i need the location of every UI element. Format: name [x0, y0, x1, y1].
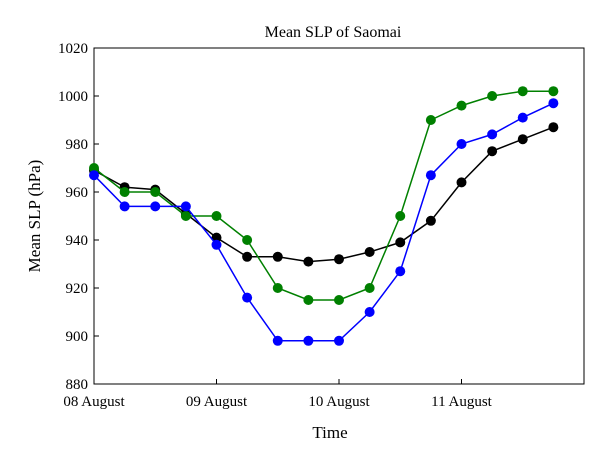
data-point: [517, 134, 528, 145]
data-point: [548, 122, 559, 133]
data-point: [180, 211, 191, 221]
data-point: [487, 129, 498, 140]
data-point: [334, 254, 344, 265]
data-point: [487, 91, 498, 101]
data-point: [395, 211, 406, 221]
x-tick-label: 08 August: [63, 394, 125, 410]
series-line: [93, 102, 554, 342]
y-tick-label: 1020: [58, 41, 88, 57]
data-point: [180, 201, 191, 212]
y-tick-label: 980: [66, 137, 89, 153]
data-point: [89, 170, 99, 181]
data-point: [242, 251, 253, 262]
data-point: [272, 283, 283, 293]
data-point: [211, 211, 222, 221]
data-point: [119, 187, 130, 197]
data-point: [272, 335, 283, 346]
data-point: [334, 295, 344, 305]
data-point: [150, 201, 161, 212]
y-tick-label: 960: [66, 185, 89, 201]
data-point: [364, 307, 375, 317]
y-tick-label: 880: [66, 377, 89, 393]
series-2: [89, 86, 559, 305]
data-point: [425, 115, 436, 125]
data-point: [456, 177, 467, 188]
chart-title: Mean SLP of Saomai: [265, 24, 402, 41]
data-point: [242, 235, 253, 245]
x-tick-label: 09 August: [186, 394, 248, 410]
data-point: [517, 112, 528, 123]
data-point: [242, 292, 253, 303]
data-point: [425, 170, 436, 181]
data-point: [395, 237, 406, 248]
data-point: [272, 251, 283, 262]
data-point: [303, 295, 314, 305]
data-point: [89, 163, 99, 173]
series-line: [93, 126, 554, 263]
series-layer: [89, 86, 559, 346]
data-point: [548, 86, 559, 97]
data-point: [364, 247, 375, 257]
y-tick-label: 920: [66, 281, 89, 297]
data-point: [456, 139, 467, 149]
data-point: [517, 86, 528, 97]
series-line: [93, 90, 554, 301]
y-tick-label: 1000: [58, 89, 88, 105]
series-3: [89, 98, 559, 346]
data-point: [303, 335, 314, 346]
data-point: [425, 215, 436, 226]
data-point: [548, 98, 559, 109]
data-point: [364, 283, 375, 293]
y-axis-label: Mean SLP (hPa): [25, 160, 44, 273]
y-tick-label: 940: [66, 233, 89, 249]
data-point: [395, 266, 406, 277]
data-point: [211, 239, 222, 250]
data-point: [487, 146, 498, 157]
data-point: [456, 100, 467, 111]
x-axis-ticks: 08 August 09 August 10 August 11 August: [63, 379, 493, 410]
y-tick-label: 900: [66, 329, 89, 345]
plot-frame: [93, 47, 585, 385]
data-point: [150, 187, 161, 197]
data-point: [211, 232, 222, 243]
data-point: [303, 256, 314, 267]
data-point: [334, 335, 344, 346]
x-tick-label: 11 August: [431, 394, 493, 410]
x-tick-label: 10 August: [308, 394, 370, 410]
x-axis-label: Time: [312, 423, 347, 442]
data-point: [119, 201, 130, 212]
y-axis-ticks: 880 900 920 940 960 980 1000 1020: [58, 41, 99, 393]
